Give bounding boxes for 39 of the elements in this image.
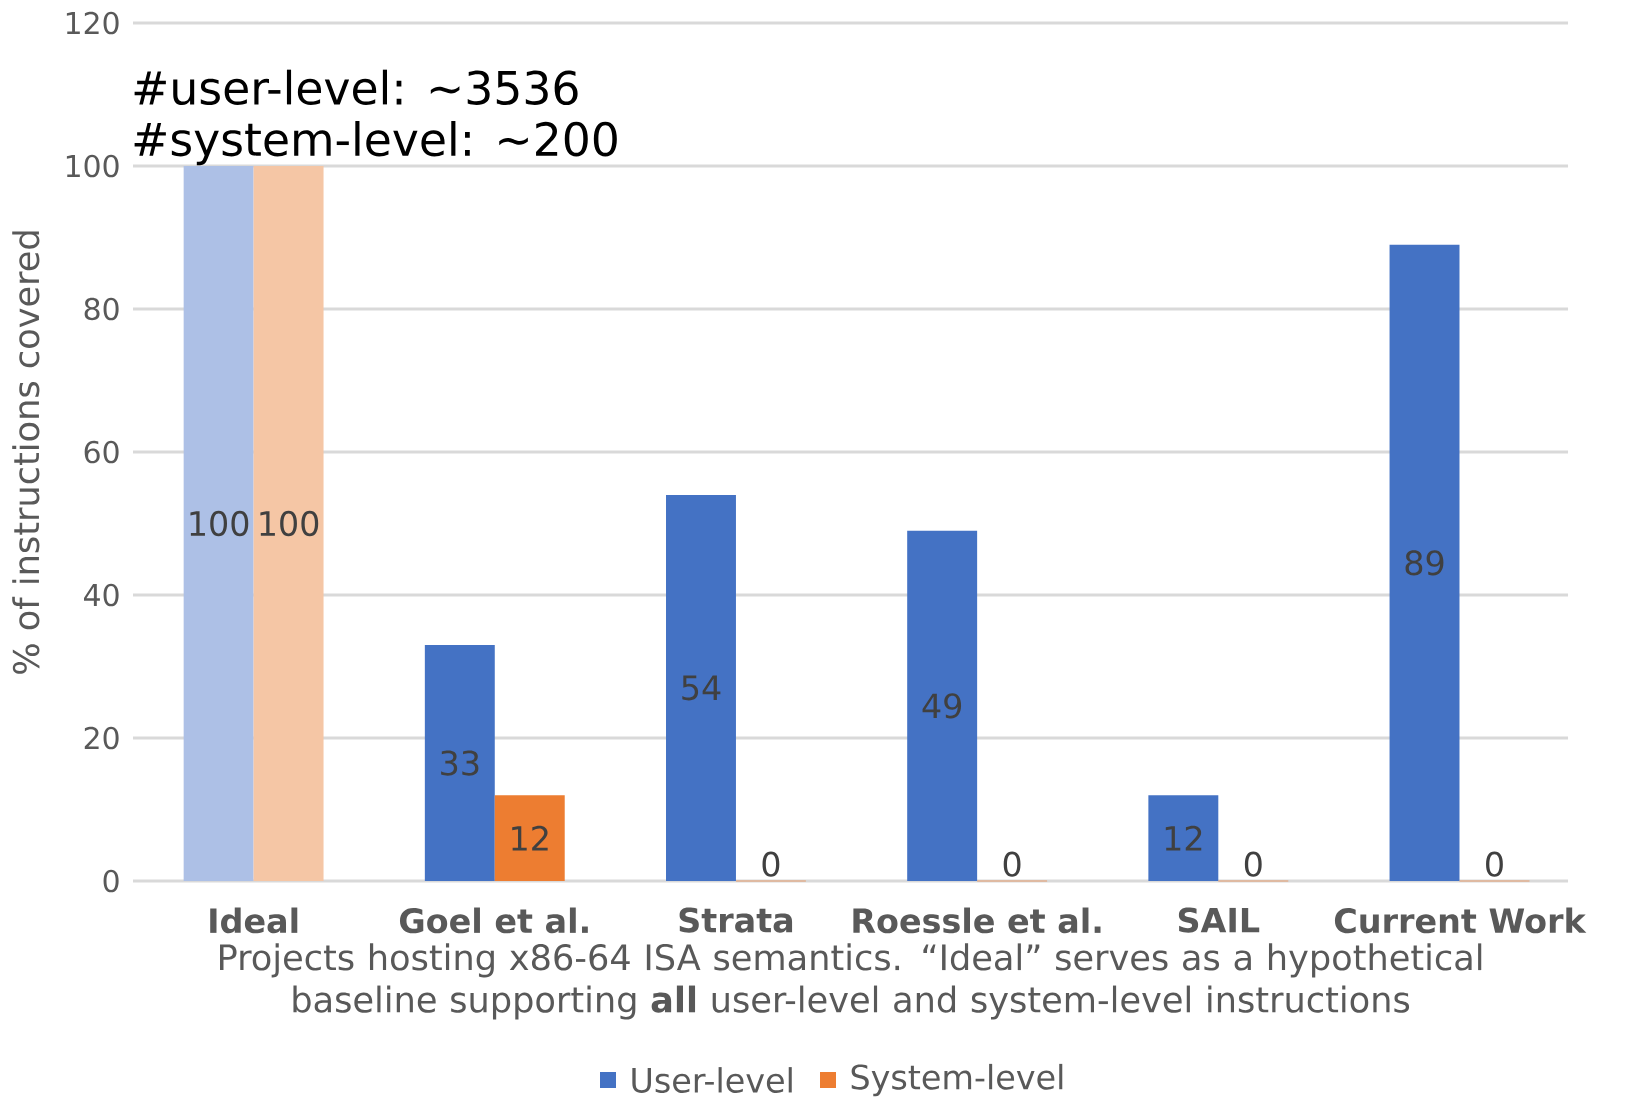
data-label: 100 xyxy=(260,510,319,537)
data-label: 0 xyxy=(1486,851,1503,877)
data-label: 12 xyxy=(512,825,548,851)
bar xyxy=(183,166,254,882)
y-tick-label: 20 xyxy=(84,726,119,750)
data-label: 0 xyxy=(1003,851,1021,877)
legend-label: System-level xyxy=(851,1063,1063,1097)
bar xyxy=(1148,795,1219,882)
data-label: 33 xyxy=(441,750,479,776)
bar xyxy=(424,645,495,882)
y-axis-title: % of instructions covered xyxy=(12,231,40,674)
y-tick-label: 0 xyxy=(103,869,119,893)
data-label: 0 xyxy=(762,851,780,877)
x-axis-title: Projects hosting x86-64 ISA semantics. “Ideal” serves as a hypothetical baseline supporting all user-level and system-level instructions xyxy=(220,943,1482,1020)
annotation: #user-level: ~3536 xyxy=(134,69,578,106)
data-label: 89 xyxy=(1405,550,1444,576)
y-tick-label: 100 xyxy=(66,154,119,178)
x-tick-label: SAIL xyxy=(1178,907,1260,933)
annotation: #system-level: ~200 xyxy=(134,121,617,166)
bar xyxy=(1389,244,1460,882)
x-tick-label: Strata xyxy=(679,907,793,933)
x-tick-label: Roessle et al. xyxy=(853,907,1101,934)
x-tick-label: Goel et al. xyxy=(399,907,588,934)
x-tick-label: Current Work xyxy=(1334,907,1587,934)
x-tick-label: Ideal xyxy=(210,907,298,934)
data-label: 0 xyxy=(1244,851,1262,877)
y-tick-label: 40 xyxy=(84,583,119,607)
data-label: 54 xyxy=(682,675,721,701)
bar xyxy=(907,530,978,882)
bar xyxy=(666,494,736,882)
y-tick-label: 60 xyxy=(84,440,119,464)
data-label: 100 xyxy=(190,510,249,537)
bar xyxy=(494,795,565,882)
legend-label: User-level xyxy=(632,1067,792,1093)
y-tick-label: 80 xyxy=(84,297,119,321)
bar xyxy=(253,166,324,882)
data-label: 49 xyxy=(922,693,962,719)
data-label: 12 xyxy=(1165,825,1202,851)
y-tick-label: 120 xyxy=(66,11,119,35)
